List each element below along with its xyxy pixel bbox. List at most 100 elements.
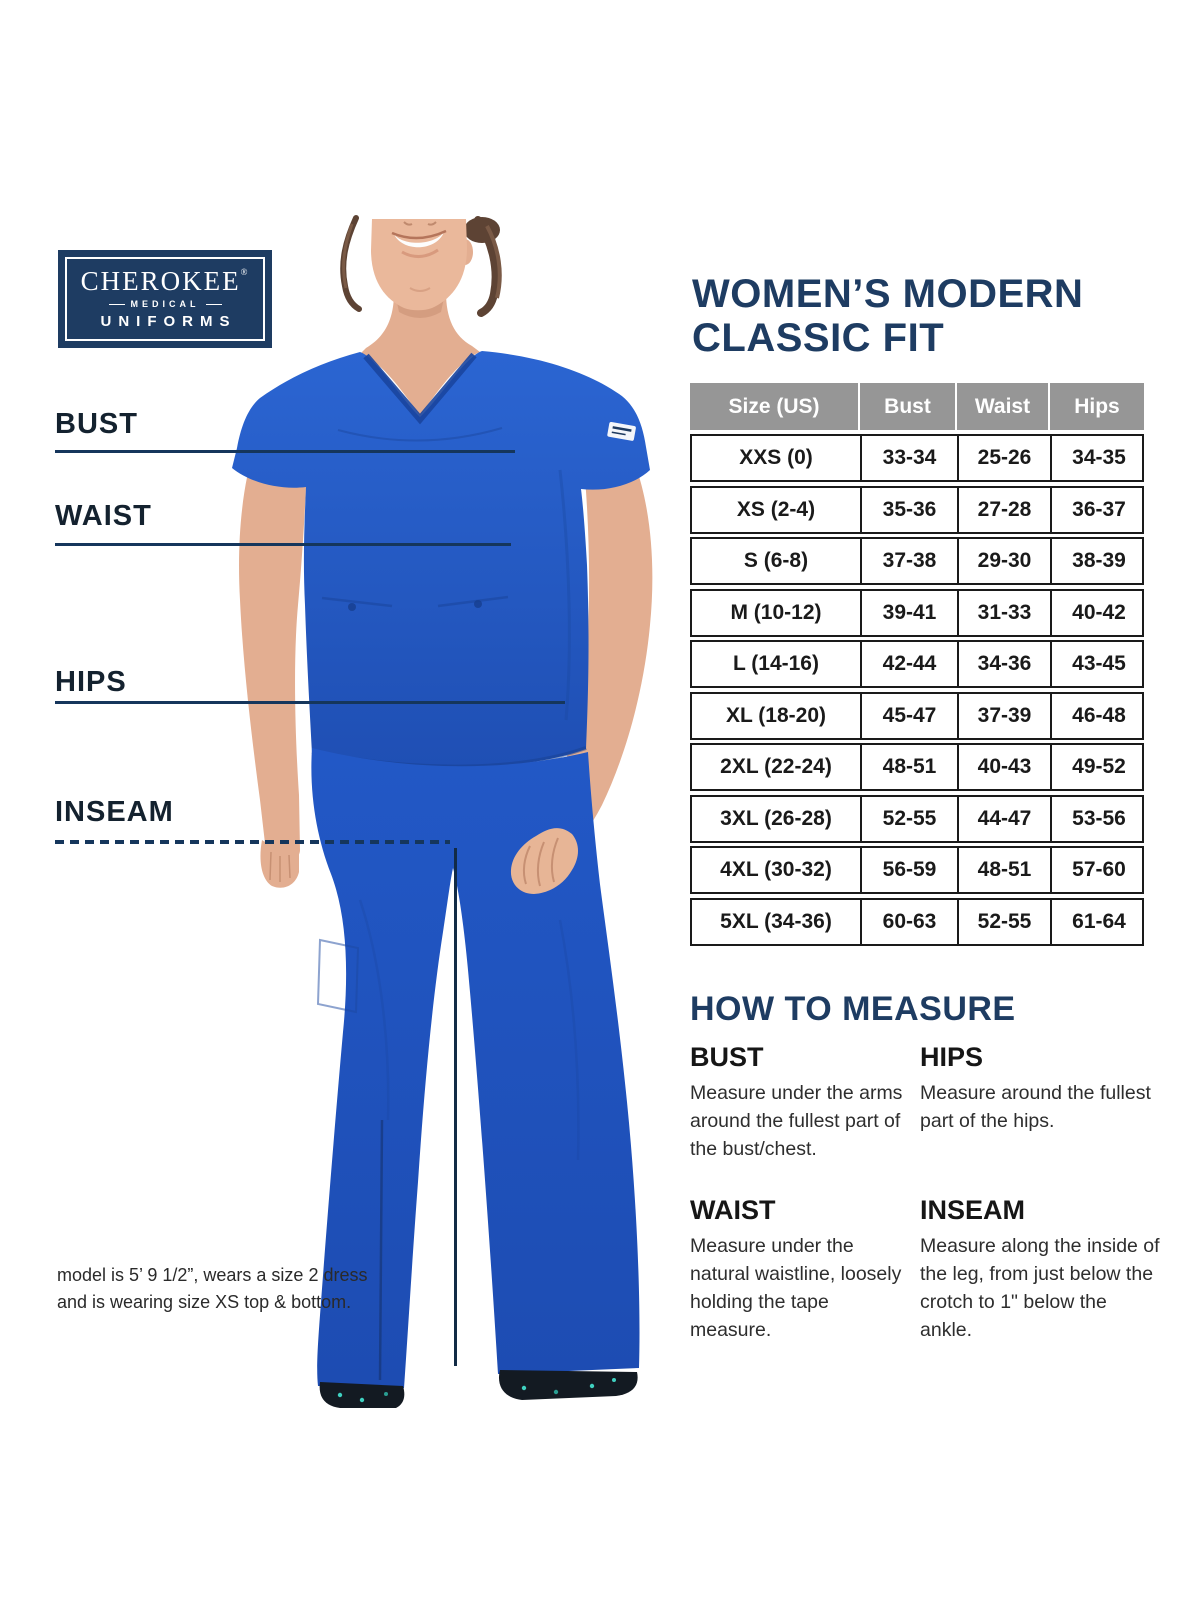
page-title-line2: CLASSIC FIT [692,316,945,360]
table-row: L (14-16) 42-44 34-36 43-45 [690,640,1144,688]
measurement-cell: 37-39 [959,693,1052,738]
measurement-cell: 48-51 [959,848,1052,892]
size-cell: S (6-8) [692,539,862,583]
scrub-top [232,351,650,769]
measure-item: HIPS Measure around the fullest part of t… [920,1042,1160,1163]
measurement-cell: 36-37 [1072,497,1126,521]
measurement-cell: 35-36 [862,487,959,532]
size-cell: M (10-12) [692,590,862,635]
column-header-size: Size (US) [690,383,860,430]
page-title: WOMEN’S MODERN CLASSIC FIT [692,272,1083,360]
measure-item-title: WAIST [690,1195,776,1225]
measurement-cell: 42-44 [862,642,959,686]
measure-item-title: BUST [690,1042,764,1072]
size-cell: 2XL (22-24) [692,745,862,789]
inseam-guide-label: INSEAM [55,796,174,828]
measurement-cell: 37-38 [862,539,959,583]
measurement-cell: 61-64 [1072,909,1126,933]
measurement-cell: 34-35 [1072,446,1126,469]
column-header-waist: Waist [957,383,1050,430]
hips-guide-label: HIPS [55,666,127,698]
table-row: XXS (0) 33-34 25-26 34-35 [690,434,1144,482]
waist-guide-label: WAIST [55,500,152,532]
measurement-cell: 27-28 [959,487,1052,532]
measure-item-text: Measure around the fullest part of the h… [920,1082,1151,1132]
size-cell: 4XL (30-32) [692,848,862,892]
column-header-hips: Hips [1074,394,1120,418]
size-cell: 3XL (26-28) [692,796,862,841]
size-table-header: Size (US) Bust Waist Hips [690,383,1144,430]
measure-item-text: Measure under the arms around the fulles… [690,1082,903,1160]
model-note-line2: and is wearing size XS top & bottom. [57,1292,352,1312]
inseam-guide-line [55,840,450,844]
sleeve-logo-tag [607,422,636,441]
column-header-bust: Bust [860,383,957,430]
brand-subtitle-medical: MEDICAL [108,299,222,309]
measurement-cell: 43-45 [1072,652,1126,675]
table-row: XL (18-20) 45-47 37-39 46-48 [690,691,1144,740]
hair [340,215,502,317]
measurement-cell: 45-47 [862,693,959,738]
measurement-cell: 49-52 [1072,755,1126,778]
dash-ornament [108,303,125,305]
bust-guide-label: BUST [55,408,138,440]
table-row: M (10-12) 39-41 31-33 40-42 [690,588,1144,637]
dash-ornament [205,303,222,305]
table-row: XS (2-4) 35-36 27-28 36-37 [690,485,1144,534]
face [371,219,473,311]
measurement-cell: 53-56 [1072,806,1126,830]
measurement-cell: 38-39 [1072,549,1126,572]
measurement-cell: 56-59 [862,848,959,892]
bust-guide-line [55,450,515,453]
measurement-cell: 34-36 [959,642,1052,686]
measure-item: BUST Measure under the arms around the fu… [690,1042,905,1163]
size-cell: XS (2-4) [692,487,862,532]
waist-guide-line [55,543,511,546]
hands [260,828,578,894]
size-table-body: XXS (0) 33-34 25-26 34-35 XS (2-4) 35-36 27-28… [690,434,1144,946]
measurement-cell: 29-30 [959,539,1052,583]
measurement-cell: 33-34 [862,436,959,480]
measure-grid: BUST Measure under the arms around the fu… [690,1042,1160,1344]
measurement-cell: 40-42 [1072,600,1126,624]
measurement-cell: 57-60 [1072,858,1126,881]
measure-item-title: INSEAM [920,1195,1026,1225]
table-row: 5XL (34-36) 60-63 52-55 61-64 [690,897,1144,946]
measure-item: WAIST Measure under the natural waistline… [690,1195,905,1344]
registered-mark: ® [240,267,250,277]
size-cell: XXS (0) [692,436,862,480]
measurement-cell: 25-26 [959,436,1052,480]
model-note: model is 5’ 9 1/2”, wears a size 2 dress… [57,1262,367,1316]
measure-item-text: Measure under the natural waistline, loo… [690,1235,902,1341]
size-cell: XL (18-20) [692,693,862,738]
measurement-cell: 44-47 [959,796,1052,841]
how-to-measure-heading: HOW TO MEASURE [690,990,1016,1028]
arms [239,415,653,864]
table-row: S (6-8) 37-38 29-30 38-39 [690,537,1144,585]
table-row: 4XL (30-32) 56-59 48-51 57-60 [690,846,1144,894]
measurement-cell: 31-33 [959,590,1052,635]
brand-logo: CHEROKEE® MEDICAL UNIFORMS [58,250,272,348]
brand-name: CHEROKEE® [80,266,250,296]
page-title-line1: WOMEN’S MODERN [692,272,1084,316]
size-table: Size (US) Bust Waist Hips XXS (0) 33-34 25… [690,383,1144,946]
brand-subtitle-uniforms: UNIFORMS [100,313,237,330]
measure-item-title: HIPS [920,1042,984,1072]
measurement-cell: 60-63 [862,899,959,944]
size-cell: 5XL (34-36) [692,899,862,944]
table-row: 2XL (22-24) 48-51 40-43 49-52 [690,743,1144,791]
measure-item: INSEAM Measure along the inside of the le… [920,1195,1160,1344]
measurement-cell: 39-41 [862,590,959,635]
measurement-cell: 52-55 [959,899,1052,944]
hips-guide-line [55,701,565,704]
measure-item-text: Measure along the inside of the leg, fro… [920,1235,1160,1341]
brand-logo-frame: CHEROKEE® MEDICAL UNIFORMS [65,257,265,341]
measurement-cell: 40-43 [959,745,1052,789]
shoes [319,1370,638,1408]
measurement-cell: 52-55 [862,796,959,841]
scrub-pants [311,748,640,1388]
measurement-cell: 46-48 [1072,703,1126,727]
measurement-cell: 48-51 [862,745,959,789]
